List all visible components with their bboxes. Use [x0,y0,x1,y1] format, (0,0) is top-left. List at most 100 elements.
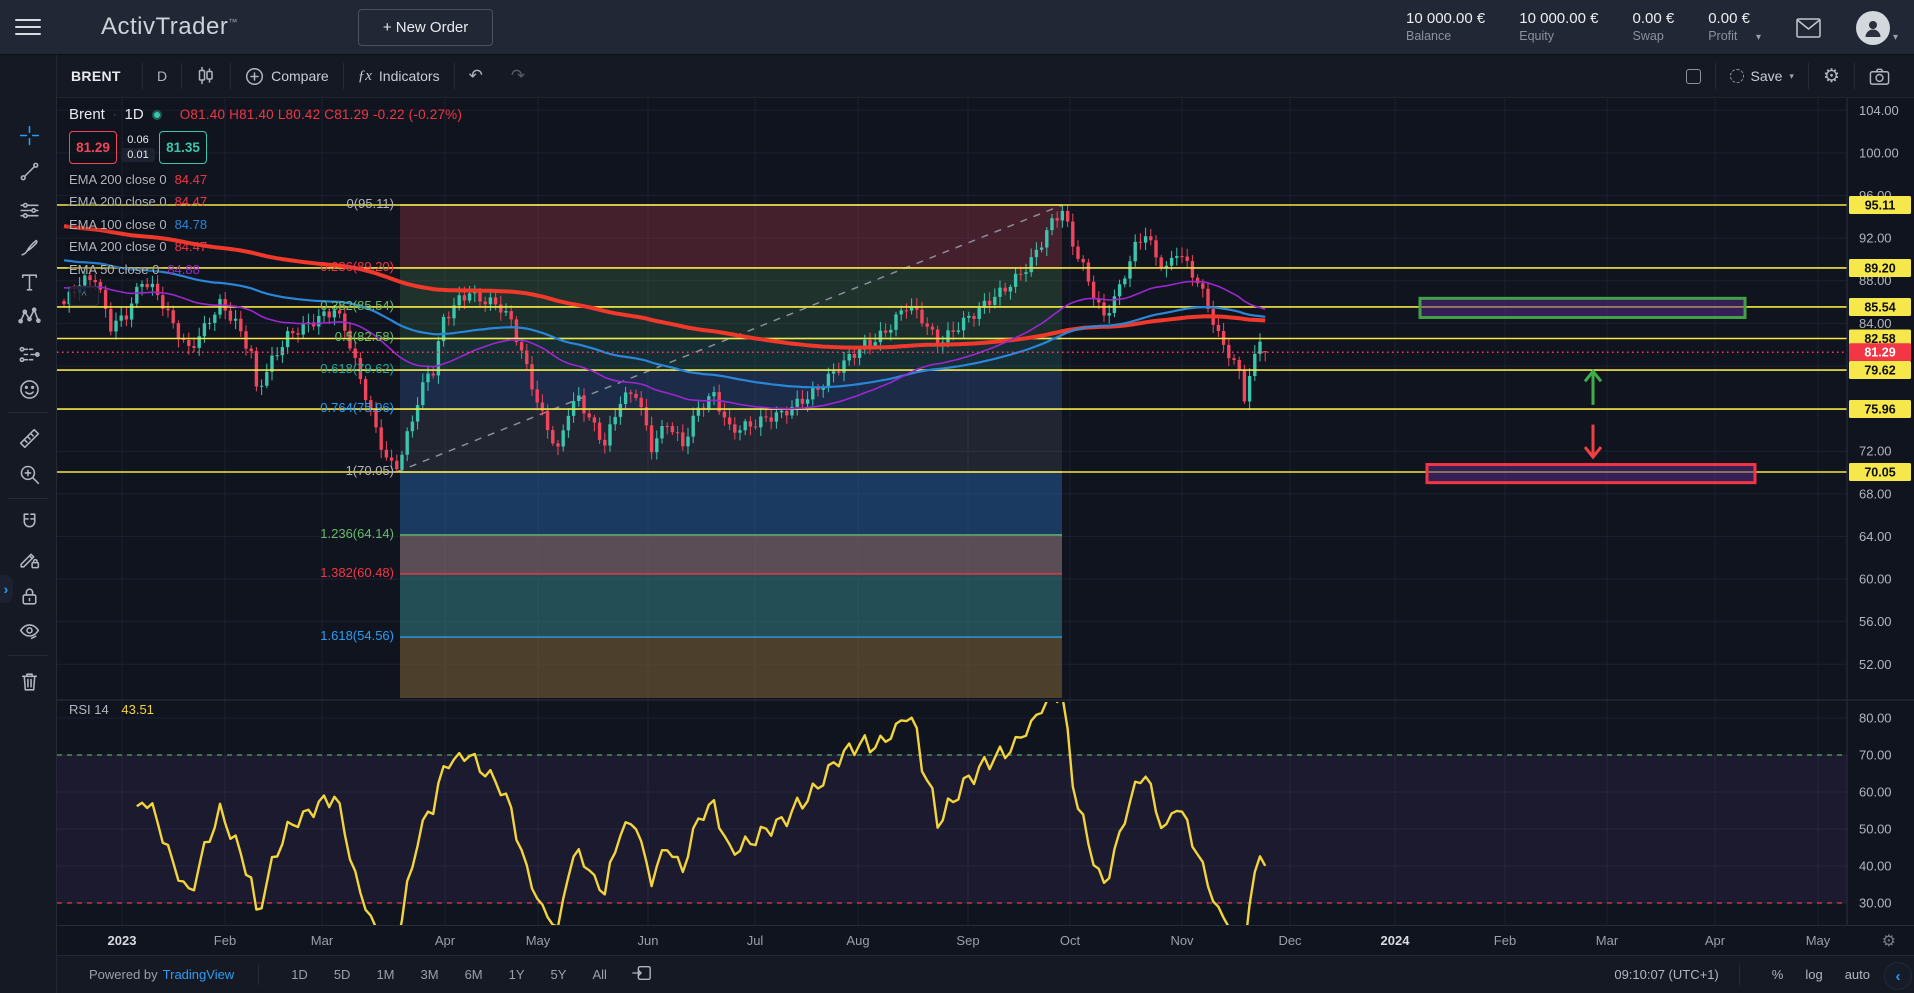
ohlc-values: O81.40 H81.40 L80.42 C81.29 -0.22 (-0.27… [179,107,463,122]
price-chart-canvas[interactable]: 104.00100.0096.0092.0088.0084.0080.0076.… [57,98,1914,925]
price-zone-box[interactable] [1418,296,1747,320]
buy-price-button[interactable]: 81.35 [159,131,207,164]
legend-symbol[interactable]: Brent [69,106,105,123]
rsi-value: 43.51 [121,702,154,717]
auto-scale-toggle[interactable]: auto [1844,967,1870,982]
indicator-label[interactable]: EMA 100 close 0 [69,216,167,232]
hamburger-menu-icon[interactable] [15,14,41,40]
go-to-date-icon[interactable] [631,963,653,986]
axis-settings-gear-icon[interactable]: ⚙ [1881,933,1896,950]
xabcd-pattern-tool[interactable] [15,302,43,330]
timeframe-button[interactable]: 1D [291,967,308,982]
chevron-down-icon[interactable]: ▾ [1755,31,1761,43]
price-zone-box[interactable] [1425,463,1757,485]
ema-200-line[interactable] [63,224,1266,350]
fib-zones[interactable] [400,204,1062,698]
brush-tool[interactable] [15,233,43,261]
chart-settings-gear-icon[interactable]: ⚙ [1822,65,1840,87]
compare-button[interactable]: Compare [231,62,343,90]
crosshair-tool[interactable] [15,121,43,149]
open-left-panel-chevron[interactable]: › [0,575,13,603]
lock-all-icon[interactable] [15,582,43,610]
svg-text:88.00: 88.00 [1859,273,1892,288]
horizontal-yellow-lines[interactable] [57,204,1847,473]
snapshot-camera-icon[interactable] [1855,62,1904,90]
percent-scale-toggle[interactable]: % [1771,967,1784,982]
timeframe-button[interactable]: 5Y [550,967,567,982]
log-scale-toggle[interactable]: log [1805,967,1823,982]
text-tool[interactable] [15,268,43,296]
candles-series[interactable] [62,205,1267,472]
price-tag: 85.54 [1849,297,1911,316]
chart-area[interactable]: 104.00100.0096.0092.0088.0084.0080.0076.… [57,98,1914,925]
indicators-button[interactable]: ƒx Indicators [357,67,440,85]
svg-text:40.00: 40.00 [1859,859,1892,874]
open-right-panel-chevron[interactable]: ‹ [1884,962,1912,990]
rsi-pane[interactable] [57,695,1847,926]
tradingview-link[interactable]: TradingView [162,967,235,982]
swap-metric: 0.00 € Swap [1633,10,1675,44]
svg-text:92.00: 92.00 [1859,231,1892,246]
zoom-in-tool[interactable] [15,460,43,488]
timeframe-button[interactable]: 5D [333,967,351,982]
drawing-lock-icon[interactable] [15,545,43,573]
magnet-mode-icon[interactable] [15,508,43,536]
new-order-button[interactable]: + New Order [357,8,494,46]
price-tag: 79.62 [1849,361,1911,380]
down-arrow-annotation[interactable] [1583,424,1603,460]
indicator-label[interactable]: EMA 200 close 0 [69,239,167,254]
top-bar: ActivTrader™ + New Order 10 000.00 € Bal… [0,0,1914,55]
time-axis-label: May [1805,933,1831,948]
market-status-dot[interactable] [151,109,162,120]
remove-drawings-icon[interactable] [15,667,43,695]
up-arrow-annotation[interactable] [1583,368,1603,405]
indicator-label[interactable]: EMA 50 close 0 [69,261,160,277]
timeframe-button[interactable]: 1Y [508,967,525,982]
collapse-legend-button[interactable]: ^ [69,285,99,306]
timeframe-button[interactable]: 6M [464,967,483,982]
fib-retracement-tool[interactable] [15,196,43,224]
fib-level-label: 1.236(64.14) [320,525,394,541]
avatar[interactable] [1855,10,1890,45]
time-axis[interactable]: ⚙ 2023 Feb Mar Apr May Jun Jul Aug Sep Oct Nov Dec 2… [57,925,1914,955]
projection-tool[interactable] [15,340,43,368]
sell-price-button[interactable]: 81.29 [69,131,117,164]
time-axis-label: Sep [956,933,980,948]
time-axis-label: Oct [1059,933,1081,948]
timeframe-button[interactable]: 1M [376,967,395,982]
svg-text:70.00: 70.00 [1859,748,1892,763]
spread-indicator: 0.06 0.01 [117,131,159,164]
indicator-label[interactable]: EMA 200 close 0 [69,194,167,209]
timeframe-button[interactable]: 3M [420,967,439,982]
undo-icon[interactable]: ↶ [468,66,483,85]
powered-by-label: Powered by [89,967,158,982]
price-axis[interactable]: 104.00100.0096.0092.0088.0084.0080.0076.… [1846,98,1911,925]
trend-line-tool[interactable] [15,157,43,185]
hide-drawings-icon[interactable] [15,617,43,645]
rsi-name: RSI 14 [69,702,109,717]
svg-text:64.00: 64.00 [1859,529,1892,544]
mail-icon[interactable] [1795,17,1822,39]
redo-icon[interactable]: ↷ [510,66,526,85]
rsi-legend[interactable]: RSI 14 43.51 [69,702,154,717]
chart-style-button[interactable] [182,62,230,90]
timeframe-button[interactable]: All [592,967,607,982]
svg-text:52.00: 52.00 [1859,657,1892,672]
symbol-button[interactable]: BRENT [71,68,121,84]
layout-select-button[interactable] [1672,62,1715,90]
time-axis-label: Mar [1595,933,1619,948]
svg-text:68.00: 68.00 [1859,486,1892,501]
ema-100-line[interactable] [63,259,1266,389]
save-layout-button[interactable]: Save ▾ [1716,62,1808,90]
emoji-tool[interactable] [15,375,43,403]
profit-value: 0.00 € [1708,10,1750,28]
clock[interactable]: 09:10:07 (UTC+1) [1614,967,1719,982]
indicator-label[interactable]: EMA 200 close 0 [69,171,167,187]
measure-tool[interactable] [15,424,43,452]
time-axis-label: 2023 [107,933,137,948]
chevron-down-icon[interactable]: ▾ [1892,31,1898,43]
ema-50-line[interactable] [63,280,1266,410]
time-axis-label: Apr [1704,933,1726,948]
interval-button[interactable]: D [157,68,168,84]
time-axis-label: May [525,933,551,948]
